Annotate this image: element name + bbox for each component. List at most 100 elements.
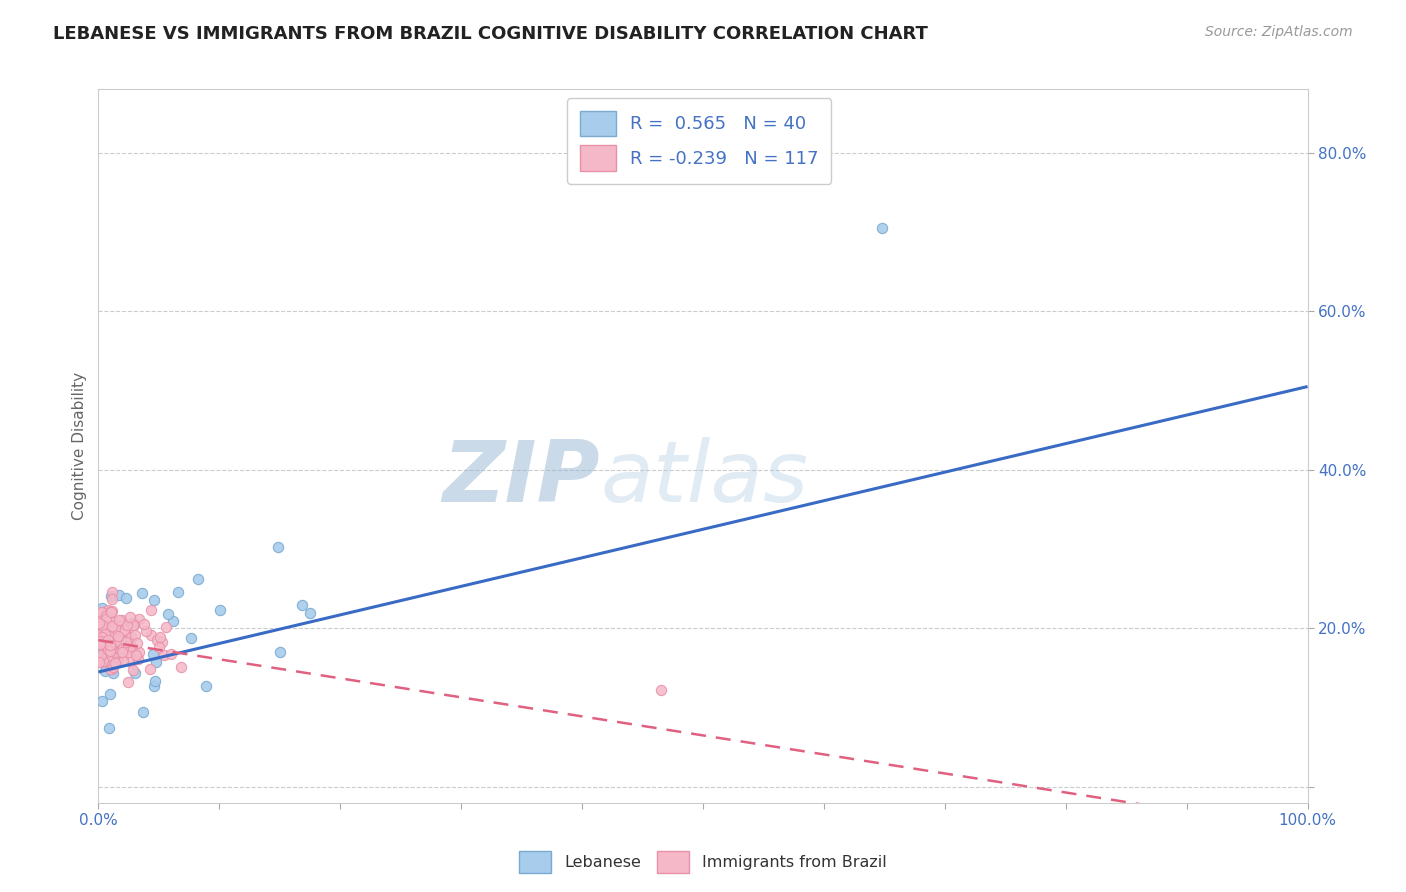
Point <box>650 683 672 698</box>
Point <box>98 662 121 676</box>
Point <box>101 636 124 650</box>
Point <box>157 607 180 621</box>
Point <box>291 598 314 612</box>
Point <box>100 639 122 653</box>
Point <box>100 589 122 603</box>
Point <box>101 639 124 653</box>
Legend: Lebanese, Immigrants from Brazil: Lebanese, Immigrants from Brazil <box>513 844 893 880</box>
Point <box>122 664 145 678</box>
Point <box>132 617 155 632</box>
Point <box>98 605 121 619</box>
Point <box>103 624 125 638</box>
Point <box>125 648 148 662</box>
Point <box>107 617 129 632</box>
Point <box>101 604 124 618</box>
Point <box>104 657 127 671</box>
Point <box>103 621 125 635</box>
Point <box>128 612 150 626</box>
Point <box>167 584 190 599</box>
Point <box>101 620 124 634</box>
Point <box>132 705 155 719</box>
Point <box>108 588 131 602</box>
Point <box>94 618 117 632</box>
Point <box>100 628 122 642</box>
Point <box>139 603 162 617</box>
Point <box>195 679 218 693</box>
Point <box>89 619 111 633</box>
Point <box>870 221 893 235</box>
Point <box>89 634 111 648</box>
Point <box>142 679 165 693</box>
Y-axis label: Cognitive Disability: Cognitive Disability <box>72 372 87 520</box>
Point <box>108 649 131 664</box>
Point <box>117 638 139 652</box>
Point <box>145 632 167 647</box>
Point <box>100 605 122 619</box>
Point <box>93 664 115 678</box>
Point <box>97 603 120 617</box>
Point <box>110 617 132 632</box>
Point <box>98 638 121 652</box>
Point <box>89 655 111 669</box>
Point <box>125 636 148 650</box>
Point <box>93 641 115 656</box>
Point <box>145 655 167 669</box>
Point <box>97 721 120 735</box>
Point <box>104 630 127 644</box>
Point <box>120 639 142 653</box>
Point <box>187 573 209 587</box>
Point <box>152 648 174 662</box>
Point <box>94 631 117 645</box>
Point <box>155 620 177 634</box>
Point <box>89 642 111 657</box>
Point <box>124 628 146 642</box>
Point <box>96 608 118 623</box>
Point <box>139 662 162 676</box>
Point <box>90 645 112 659</box>
Point <box>131 585 153 599</box>
Point <box>115 635 138 649</box>
Point <box>143 593 166 607</box>
Point <box>90 627 112 641</box>
Point <box>93 622 115 636</box>
Point <box>143 673 166 688</box>
Point <box>162 614 184 628</box>
Point <box>111 617 134 632</box>
Point <box>101 665 124 680</box>
Point <box>89 655 111 669</box>
Point <box>96 624 118 638</box>
Point <box>117 645 139 659</box>
Point <box>170 660 193 674</box>
Point <box>96 642 118 657</box>
Point <box>93 623 115 637</box>
Point <box>97 626 120 640</box>
Point <box>122 643 145 657</box>
Point <box>142 647 165 661</box>
Point <box>135 624 157 638</box>
Point <box>111 614 134 628</box>
Point <box>98 687 121 701</box>
Point <box>100 638 122 652</box>
Point <box>180 631 202 645</box>
Point <box>105 655 128 669</box>
Point <box>120 638 142 652</box>
Point <box>107 634 129 648</box>
Point <box>89 637 111 651</box>
Point <box>114 624 136 638</box>
Point <box>101 660 124 674</box>
Point <box>120 630 142 644</box>
Point <box>91 618 114 632</box>
Point <box>128 645 150 659</box>
Point <box>112 624 135 638</box>
Point <box>208 603 231 617</box>
Point <box>98 654 121 668</box>
Point <box>97 648 120 663</box>
Point <box>104 636 127 650</box>
Point <box>122 618 145 632</box>
Point <box>90 630 112 644</box>
Point <box>103 641 125 656</box>
Point <box>91 694 114 708</box>
Point <box>115 618 138 632</box>
Point <box>101 620 124 634</box>
Point <box>87 615 110 630</box>
